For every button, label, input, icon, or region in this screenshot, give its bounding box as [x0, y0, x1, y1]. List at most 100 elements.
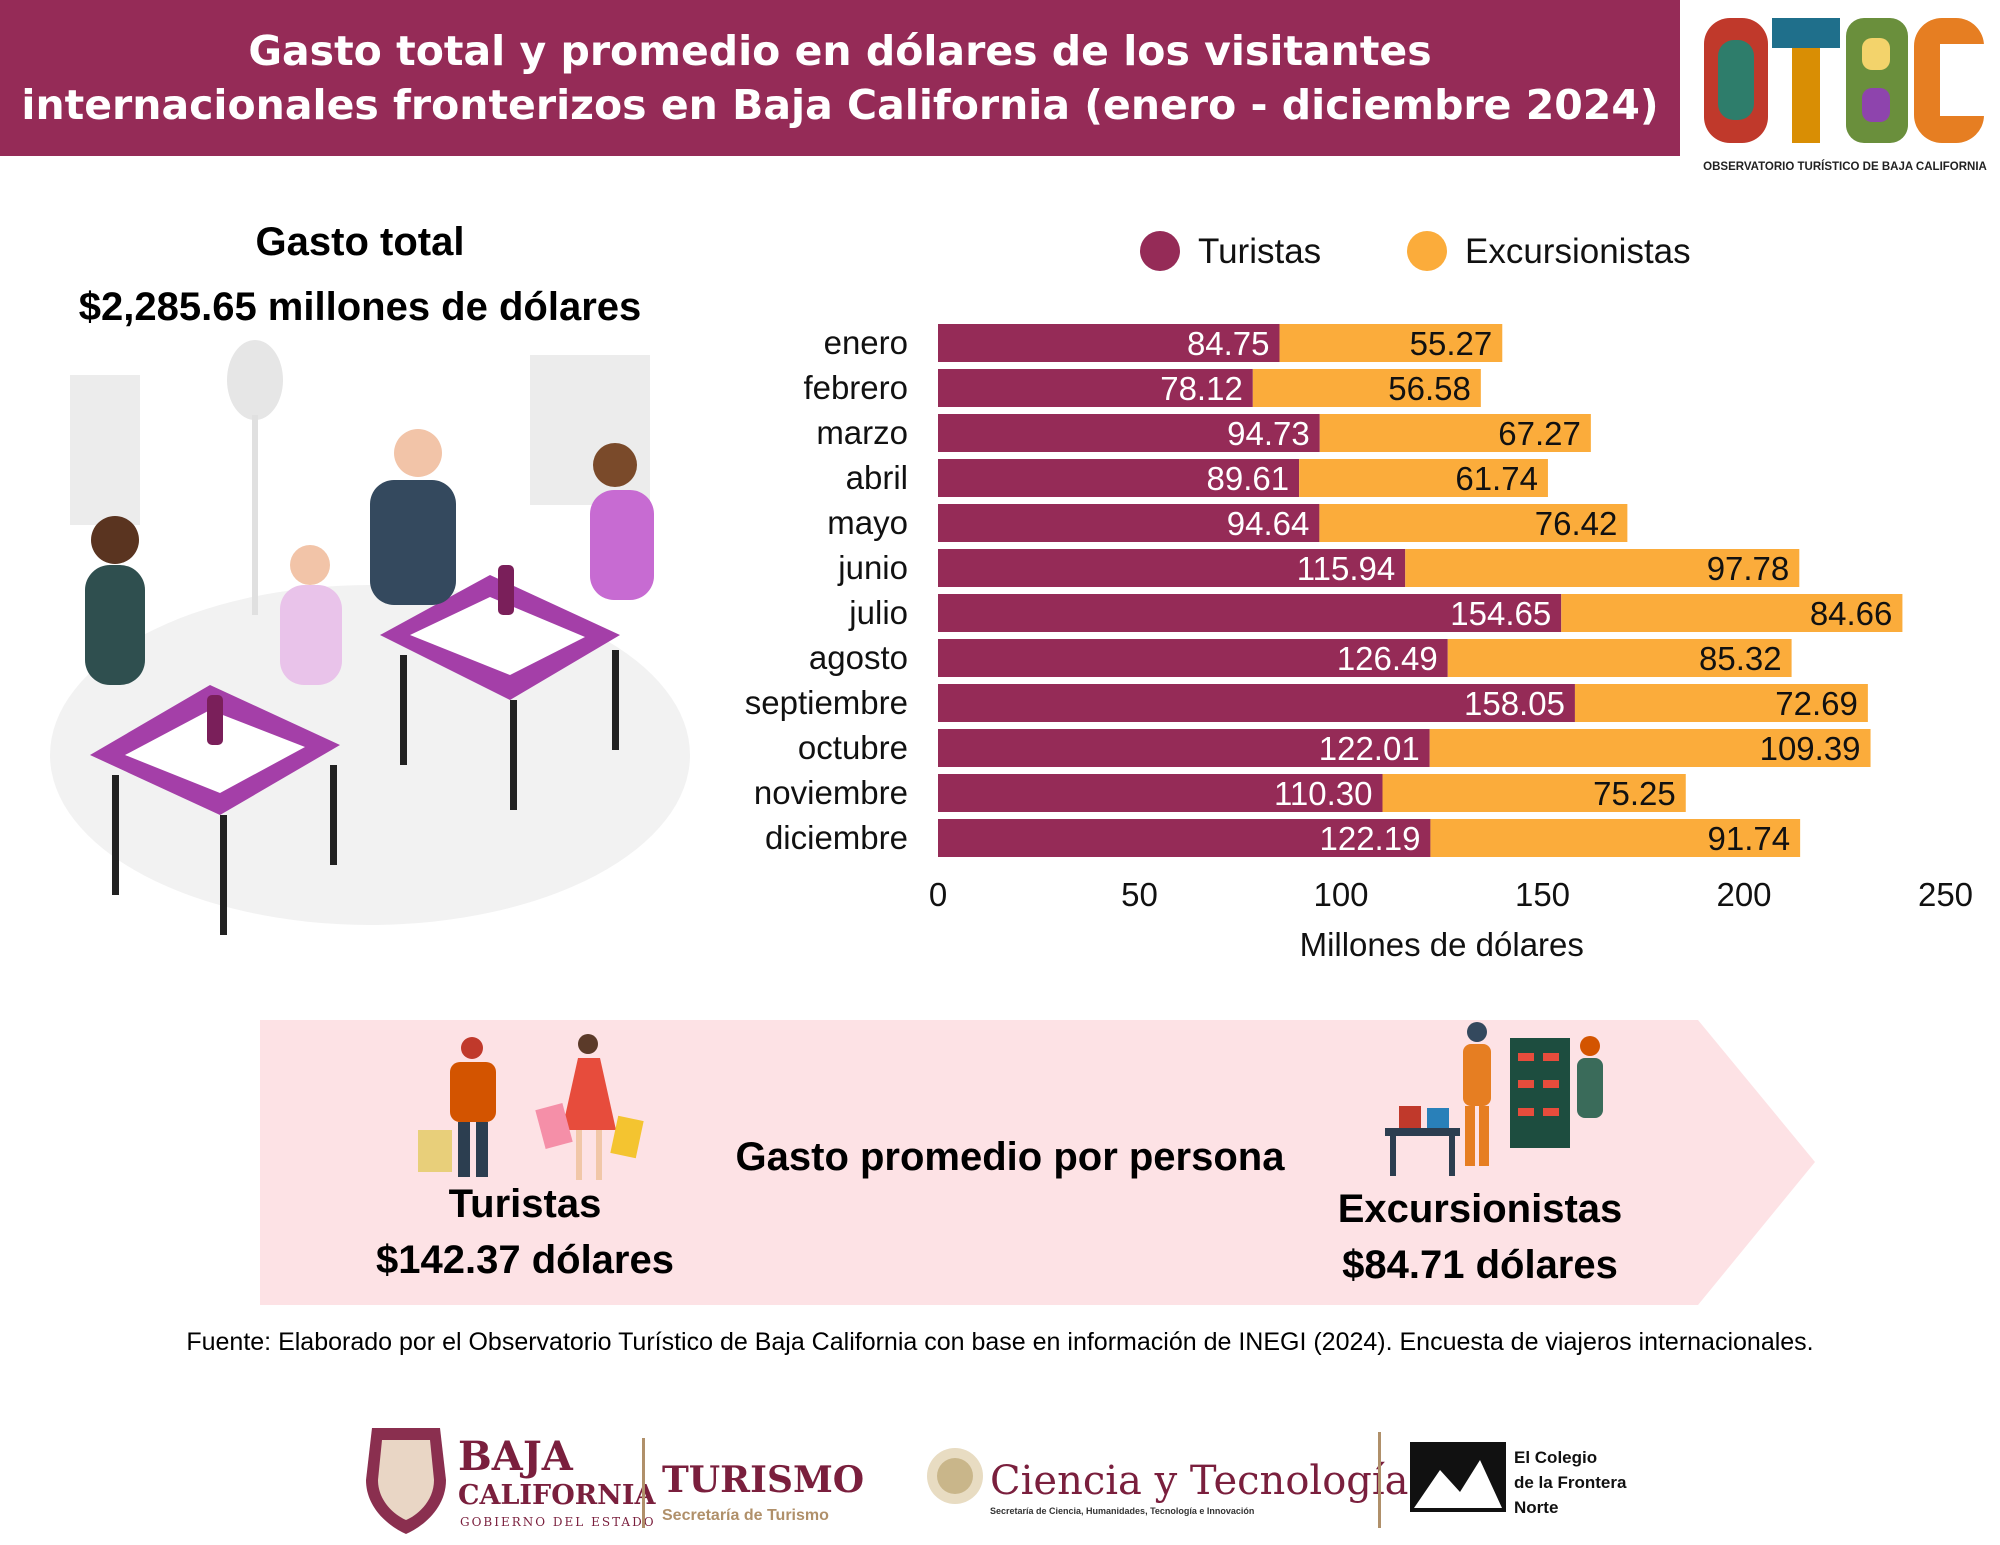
window-left: [70, 375, 140, 525]
footer-logos: BAJA CALIFORNIA GOBIERNO DEL ESTADO TURI…: [366, 1428, 1627, 1534]
excursionistas-average-value: $84.71 dólares: [1342, 1243, 1618, 1287]
average-title: Gasto promedio por persona: [735, 1135, 1285, 1179]
bar-excursionistas-enero: [1279, 324, 1503, 362]
restaurant-illustration: [50, 340, 690, 935]
excursionistas-label: Excursionistas: [1337, 1187, 1623, 1231]
category-label-julio: julio: [848, 594, 908, 631]
vendor-figure: [1463, 1044, 1491, 1106]
page-title-line2: internacionales fronterizos en Baja Cali…: [21, 81, 1659, 129]
ciencia-logo: Ciencia y Tecnología: [990, 1458, 1409, 1504]
bar-excursionistas-octubre: [1429, 729, 1871, 767]
data-label-excursionistas-septiembre: 72.69: [1775, 685, 1858, 722]
category-label-septiembre: septiembre: [745, 684, 908, 721]
category-label-mayo: mayo: [827, 504, 908, 541]
handbag-icon: [1399, 1106, 1421, 1128]
category-label-octubre: octubre: [798, 729, 908, 766]
tourist-man-figure: [450, 1062, 496, 1122]
title-banner: Gasto total y promedio en dólares de los…: [0, 0, 1680, 156]
category-label-febrero: febrero: [803, 369, 908, 406]
bar-excursionistas-noviembre: [1382, 774, 1686, 812]
data-label-turistas-mayo: 94.64: [1227, 505, 1310, 542]
data-label-turistas-enero: 84.75: [1187, 325, 1270, 362]
ciencia-tecnologia-logo: Ciencia y Tecnología Secretaría de Cienc…: [927, 1432, 1409, 1528]
data-label-excursionistas-mayo: 76.42: [1535, 505, 1618, 542]
turismo-subtitle: Secretaría de Turismo: [662, 1507, 829, 1524]
shopping-bag-icon: [418, 1130, 452, 1172]
window-right: [530, 355, 650, 505]
legend-swatch-excursionistas: [1407, 231, 1447, 271]
data-label-excursionistas-octubre: 109.39: [1760, 730, 1861, 767]
total-title: Gasto total: [255, 220, 465, 264]
data-label-turistas-diciembre: 122.19: [1319, 820, 1420, 857]
data-label-excursionistas-noviembre: 75.25: [1593, 775, 1676, 812]
turistas-average-value: $142.37 dólares: [376, 1238, 674, 1282]
average-banner-arrow: [260, 1020, 1815, 1305]
bar-turistas-enero: [938, 324, 1280, 362]
data-label-turistas-septiembre: 158.05: [1464, 685, 1565, 722]
ciencia-subtitle: Secretaría de Ciencia, Humanidades, Tecn…: [990, 1506, 1254, 1516]
bar-turistas-julio: [938, 594, 1562, 632]
otbc-letter-t: [1772, 18, 1840, 48]
data-label-turistas-octubre: 122.01: [1319, 730, 1420, 767]
legend-label-excursionistas: Excursionistas: [1465, 232, 1691, 271]
bar-turistas-mayo: [938, 504, 1320, 542]
floor-lamp: [227, 340, 283, 420]
data-label-excursionistas-julio: 84.66: [1810, 595, 1893, 632]
turistas-label: Turistas: [448, 1182, 602, 1226]
otbc-letter-b: [1846, 18, 1908, 143]
bar-excursionistas-septiembre: [1574, 684, 1868, 722]
person-woman-eating: [290, 545, 330, 585]
otbc-caption: OBSERVATORIO TURÍSTICO DE BAJA CALIFORNI…: [1703, 160, 1987, 173]
data-label-turistas-agosto: 126.49: [1337, 640, 1438, 677]
person-woman-right: [593, 443, 637, 487]
data-label-turistas-noviembre: 110.30: [1274, 775, 1372, 812]
colef-line2: de la Frontera: [1514, 1473, 1627, 1492]
bar-turistas-octubre: [938, 729, 1430, 767]
data-label-turistas-junio: 115.94: [1297, 550, 1395, 587]
bc-logo-line1: BAJA: [458, 1433, 574, 1480]
data-label-excursionistas-agosto: 85.32: [1699, 640, 1782, 677]
category-label-junio: junio: [837, 549, 908, 586]
category-label-marzo: marzo: [816, 414, 908, 451]
bar-turistas-abril: [938, 459, 1300, 497]
x-tick-200: 200: [1716, 876, 1771, 913]
customer-figure: [1577, 1058, 1603, 1118]
data-label-excursionistas-enero: 55.27: [1410, 325, 1493, 362]
bc-logo-line3: GOBIERNO DEL ESTADO: [460, 1515, 656, 1529]
data-label-excursionistas-junio: 97.78: [1707, 550, 1790, 587]
data-label-excursionistas-marzo: 67.27: [1498, 415, 1581, 452]
x-tick-0: 0: [929, 876, 947, 913]
data-label-excursionistas-diciembre: 91.74: [1708, 820, 1791, 857]
category-label-abril: abril: [846, 459, 908, 496]
colef-logo: El Colegio de la Frontera Norte: [1410, 1442, 1627, 1517]
bar-turistas-agosto: [938, 639, 1448, 677]
x-tick-100: 100: [1313, 876, 1368, 913]
bar-excursionistas-agosto: [1447, 639, 1792, 677]
bar-turistas-febrero: [938, 369, 1253, 407]
legend-label-turistas: Turistas: [1198, 232, 1321, 271]
bc-logo-line2: CALIFORNIA: [458, 1480, 656, 1511]
data-label-excursionistas-abril: 61.74: [1455, 460, 1538, 497]
source-note: Fuente: Elaborado por el Observatorio Tu…: [186, 1328, 1814, 1356]
wine-bottle-left: [207, 695, 223, 745]
bar-excursionistas-julio: [1561, 594, 1903, 632]
bar-turistas-noviembre: [938, 774, 1383, 812]
bar-excursionistas-diciembre: [1430, 819, 1801, 857]
x-tick-50: 50: [1121, 876, 1158, 913]
data-label-turistas-julio: 154.65: [1450, 595, 1551, 632]
category-label-enero: enero: [824, 324, 908, 361]
page-title-line1: Gasto total y promedio en dólares de los…: [248, 27, 1432, 75]
excursionist-shop-figure: [1385, 1022, 1603, 1176]
shopping-bag-yellow-icon: [610, 1115, 644, 1159]
x-tick-250: 250: [1918, 876, 1973, 913]
category-label-diciembre: diciembre: [765, 819, 908, 856]
data-label-turistas-febrero: 78.12: [1160, 370, 1243, 407]
bar-excursionistas-marzo: [1319, 414, 1591, 452]
data-label-excursionistas-febrero: 56.58: [1388, 370, 1471, 407]
tourist-woman-figure: [562, 1058, 616, 1130]
x-tick-150: 150: [1515, 876, 1570, 913]
otbc-logo: OBSERVATORIO TURÍSTICO DE BAJA CALIFORNI…: [1703, 18, 1987, 173]
colef-line1: El Colegio: [1514, 1448, 1597, 1467]
bar-excursionistas-febrero: [1252, 369, 1481, 407]
person-man-glasses: [394, 429, 442, 477]
